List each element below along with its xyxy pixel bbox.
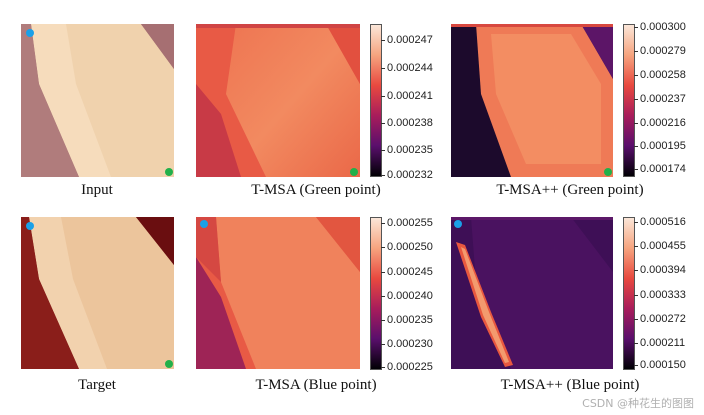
tick-label: 0.000235 [387, 314, 433, 326]
caption-tmsapp-green: T-MSA++ (Green point) [496, 182, 644, 198]
input-image [21, 24, 174, 177]
tick-label: 0.000238 [387, 117, 433, 129]
colorbar-gradient [623, 217, 635, 370]
caption-target: Target [78, 377, 116, 393]
caption-input: Input [81, 182, 113, 198]
colorbar-gradient [623, 24, 635, 177]
green-point-marker [165, 360, 173, 368]
tick-label: 0.000195 [640, 140, 686, 152]
target-image [21, 217, 174, 369]
caption-tmsa-green: T-MSA (Green point) [251, 182, 381, 198]
tick-label: 0.000250 [387, 241, 433, 253]
caption-tmsa-blue: T-MSA (Blue point) [255, 377, 377, 393]
tick-label: 0.000272 [640, 313, 686, 325]
heatmap-tmsa-green [196, 24, 360, 177]
blue-point-marker [26, 222, 34, 230]
tick-label: 0.000255 [387, 217, 433, 229]
tick-label: 0.000150 [640, 359, 686, 371]
tick-label: 0.000394 [640, 264, 686, 276]
green-point-marker [604, 168, 612, 176]
tick-label: 0.000241 [387, 90, 433, 102]
tick-label: 0.000247 [387, 34, 433, 46]
tick-label: 0.000211 [640, 337, 686, 349]
colorbar-gradient [370, 217, 382, 370]
tick-label: 0.000230 [387, 338, 433, 350]
tick-label: 0.000279 [640, 45, 686, 57]
tick-label: 0.000232 [387, 169, 433, 181]
tick-label: 0.000244 [387, 62, 433, 74]
tick-label: 0.000300 [640, 21, 686, 33]
tick-label: 0.000333 [640, 289, 686, 301]
heatmap-tmsapp-green [451, 24, 613, 177]
tick-label: 0.000245 [387, 266, 433, 278]
colorbar-gradient [370, 24, 382, 177]
tick-label: 0.000258 [640, 69, 686, 81]
tick-label: 0.000516 [640, 216, 686, 228]
blue-point-marker [26, 29, 34, 37]
blue-point-marker [200, 220, 208, 228]
tick-label: 0.000455 [640, 240, 686, 252]
heatmap-tmsa-blue [196, 217, 360, 369]
tick-label: 0.000240 [387, 290, 433, 302]
tick-label: 0.000225 [387, 361, 433, 373]
watermark: CSDN @种花生的图图 [582, 397, 694, 410]
heatmap-tmsapp-blue [451, 217, 613, 369]
blue-point-marker [454, 220, 462, 228]
tick-label: 0.000216 [640, 117, 686, 129]
tick-label: 0.000235 [387, 144, 433, 156]
green-point-marker [350, 168, 358, 176]
green-point-marker [165, 168, 173, 176]
caption-tmsapp-blue: T-MSA++ (Blue point) [500, 377, 640, 393]
tick-label: 0.000237 [640, 93, 686, 105]
tick-label: 0.000174 [640, 163, 686, 175]
